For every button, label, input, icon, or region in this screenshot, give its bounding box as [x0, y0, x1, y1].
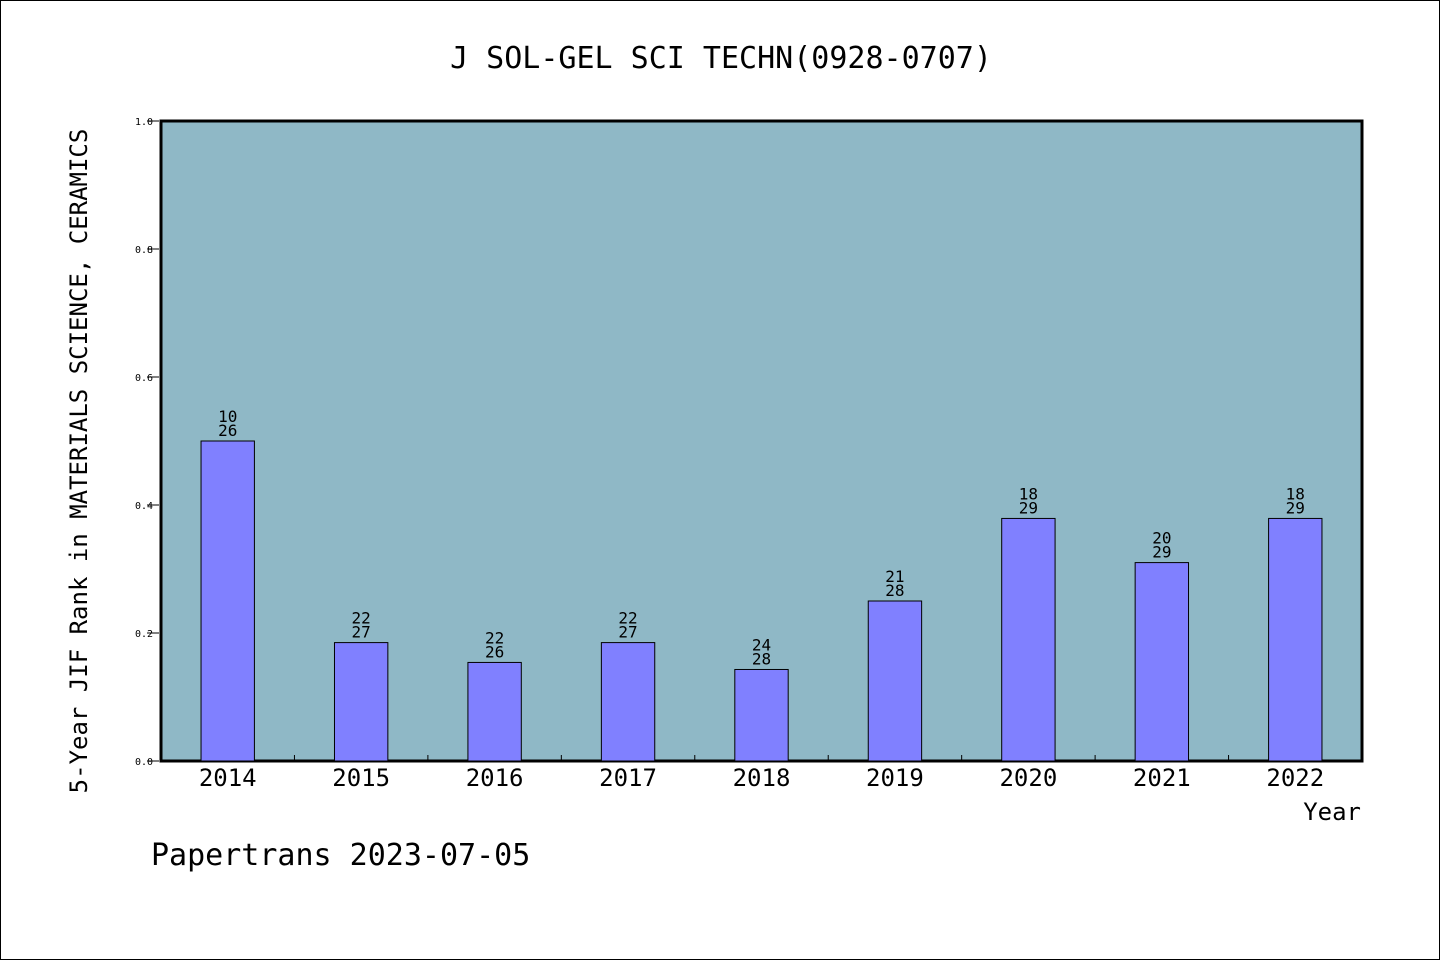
bar-2020 [1001, 517, 1056, 762]
x-tick-label-2016: 2016 [466, 764, 524, 792]
bar-2016 [467, 661, 522, 762]
bar-2017 [600, 642, 656, 762]
y-tick-label-1.0: 1.0 [135, 117, 153, 128]
bar-rank-label-2014: 10 [218, 407, 237, 426]
bar-rank-label-2017: 22 [618, 609, 637, 628]
y-tick-label-0.0: 0.0 [135, 757, 153, 768]
x-tick-label-2020: 2020 [999, 764, 1057, 792]
x-axis: 2014 2015 2016 2017 2018 2019 2020 2021 2022 [199, 755, 1324, 792]
bar-total-label-2014: 26 [218, 421, 237, 440]
bar-rank-label-2016: 22 [485, 628, 504, 647]
bar-total-label-2021: 29 [1152, 543, 1171, 562]
bar-total-label-2019: 28 [885, 581, 904, 600]
y-axis: 0.0 0.2 0.4 0.6 0.8 1.0 [135, 117, 159, 768]
x-tick-label-2021: 2021 [1133, 764, 1191, 792]
y-tick-label-0.8: 0.8 [135, 245, 153, 256]
bar-rank-label-2018: 24 [752, 635, 771, 654]
bar-total-label-2022: 29 [1286, 498, 1305, 517]
bar-total-label-2016: 26 [485, 642, 504, 661]
bar-2022 [1268, 517, 1323, 762]
bar-total-label-2017: 27 [618, 623, 637, 642]
x-tick-label-2018: 2018 [733, 764, 791, 792]
y-tick-label-0.6: 0.6 [135, 373, 153, 384]
footer-date-stamp: Papertrans 2023-07-05 [151, 838, 530, 873]
y-tick-label-0.4: 0.4 [135, 501, 153, 512]
y-axis-title: 5-Year JIF Rank in MATERIALS SCIENCE, CE… [65, 129, 93, 794]
bar-rank-label-2022: 18 [1286, 484, 1305, 503]
bar-2018 [734, 668, 789, 762]
x-tick-label-2022: 2022 [1266, 764, 1324, 792]
bar-total-label-2020: 29 [1019, 498, 1038, 517]
x-tick-label-2017: 2017 [599, 764, 657, 792]
bar-2015 [333, 642, 389, 762]
bar-rank-label-2015: 22 [352, 609, 371, 628]
y-tick-label-0.2: 0.2 [135, 629, 153, 640]
bar-rank-label-2020: 18 [1019, 484, 1038, 503]
bar-total-label-2015: 27 [352, 623, 371, 642]
bar-total-label-2018: 28 [752, 649, 771, 668]
bar-rank-label-2021: 20 [1152, 529, 1171, 548]
x-tick-label-2019: 2019 [866, 764, 924, 792]
bars-layer [200, 440, 1323, 762]
bar-2021 [1134, 562, 1190, 762]
bar-2014 [200, 440, 255, 762]
bar-rank-label-2019: 21 [885, 567, 904, 586]
bar-2019 [867, 600, 923, 762]
x-tick-label-2015: 2015 [332, 764, 390, 792]
x-tick-label-2014: 2014 [199, 764, 257, 792]
chart-title: J SOL-GEL SCI TECHN(0928-0707) [450, 41, 992, 76]
x-axis-title: Year [1303, 798, 1361, 826]
